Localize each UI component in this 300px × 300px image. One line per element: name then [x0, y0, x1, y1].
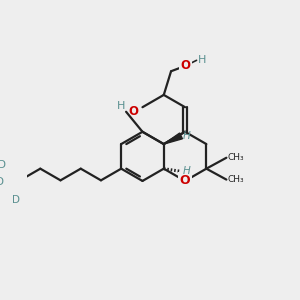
Text: D: D	[0, 177, 4, 187]
Text: CH₃: CH₃	[227, 153, 244, 162]
Polygon shape	[164, 133, 182, 144]
Text: O: O	[128, 105, 138, 118]
Text: D: D	[0, 160, 6, 170]
Text: H: H	[197, 55, 206, 65]
Text: D: D	[12, 195, 20, 205]
Text: H: H	[183, 131, 190, 141]
Text: O: O	[181, 59, 190, 72]
Text: CH₃: CH₃	[227, 175, 244, 184]
Text: H: H	[183, 167, 190, 176]
Text: O: O	[180, 175, 190, 188]
Text: H: H	[117, 101, 125, 111]
